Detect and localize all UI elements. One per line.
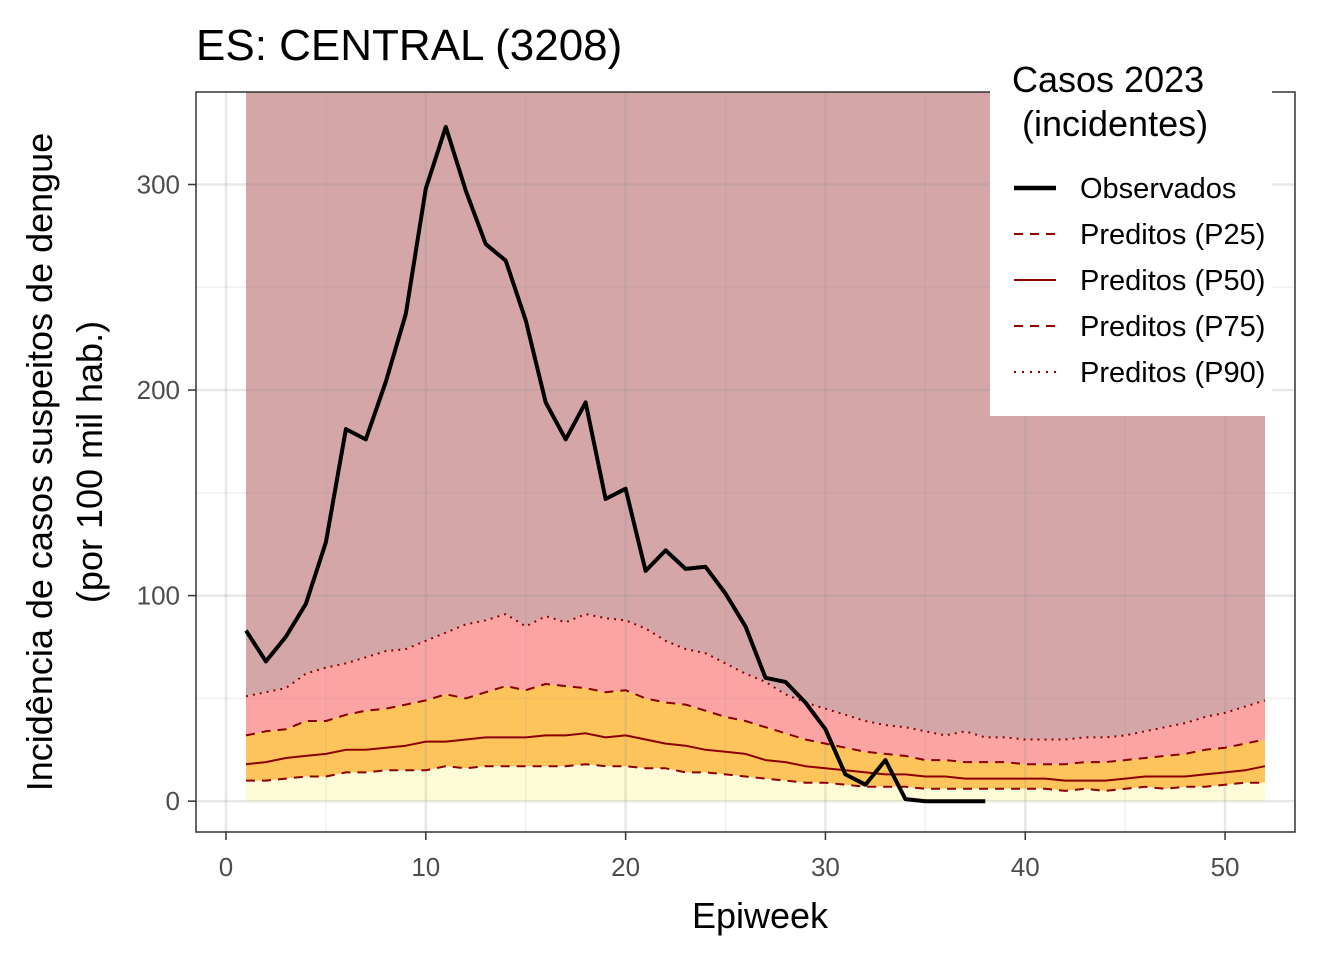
series-lines [244,124,1266,804]
legend: Casos 2023 (incidentes) Observados Predit… [990,58,1272,416]
axis-ticks: 0 10 20 30 40 50 0 100 200 300 [137,170,1240,883]
series-line-preditos-p90 [245,613,1266,741]
series-line-preditos-p75 [245,683,1266,766]
plot-border [195,91,1296,833]
legend-label: Observados [1080,173,1236,205]
legend-label: Preditos (P25) [1080,219,1265,251]
y-axis-title-line-2: (por 100 mil hab.) [69,321,110,603]
y-tick-label: 200 [137,375,180,405]
x-axis-title: Epiweek [692,895,829,936]
x-tick-label: 0 [219,852,233,882]
legend-label: Preditos (P90) [1080,357,1265,389]
x-tick-label: 20 [611,852,640,882]
legend-title-line-2: (incidentes) [1012,103,1208,144]
y-axis-title-line-1: Incidência de casos suspeitos de dengue [19,133,60,791]
y-axis-title: Incidência de casos suspeitos de dengue … [19,133,110,791]
legend-label: Preditos (P50) [1080,265,1265,297]
x-tick-label: 30 [811,852,840,882]
legend-title-line-1: Casos 2023 [1012,59,1204,100]
y-tick-label: 300 [137,170,180,200]
x-tick-label: 40 [1011,852,1040,882]
chart-title: ES: CENTRAL (3208) [196,21,622,70]
x-tick-label: 10 [411,852,440,882]
band-p75-p90 [246,614,1265,765]
y-tick-label: 100 [137,581,180,611]
legend-label: Preditos (P75) [1080,311,1265,343]
band-below-p25 [246,764,1265,802]
y-tick-label: 0 [166,786,180,816]
band-p25-p75 [246,684,1265,791]
legend-box [990,58,1272,416]
series-line-observados [244,124,986,804]
x-tick-label: 50 [1211,852,1240,882]
grid [196,92,1295,832]
series-line-preditos-p50 [245,732,1266,782]
series-line-preditos-p25 [246,763,1265,792]
legend-entries: Observados Preditos (P25) Preditos (P50) Pr… [1014,173,1265,389]
